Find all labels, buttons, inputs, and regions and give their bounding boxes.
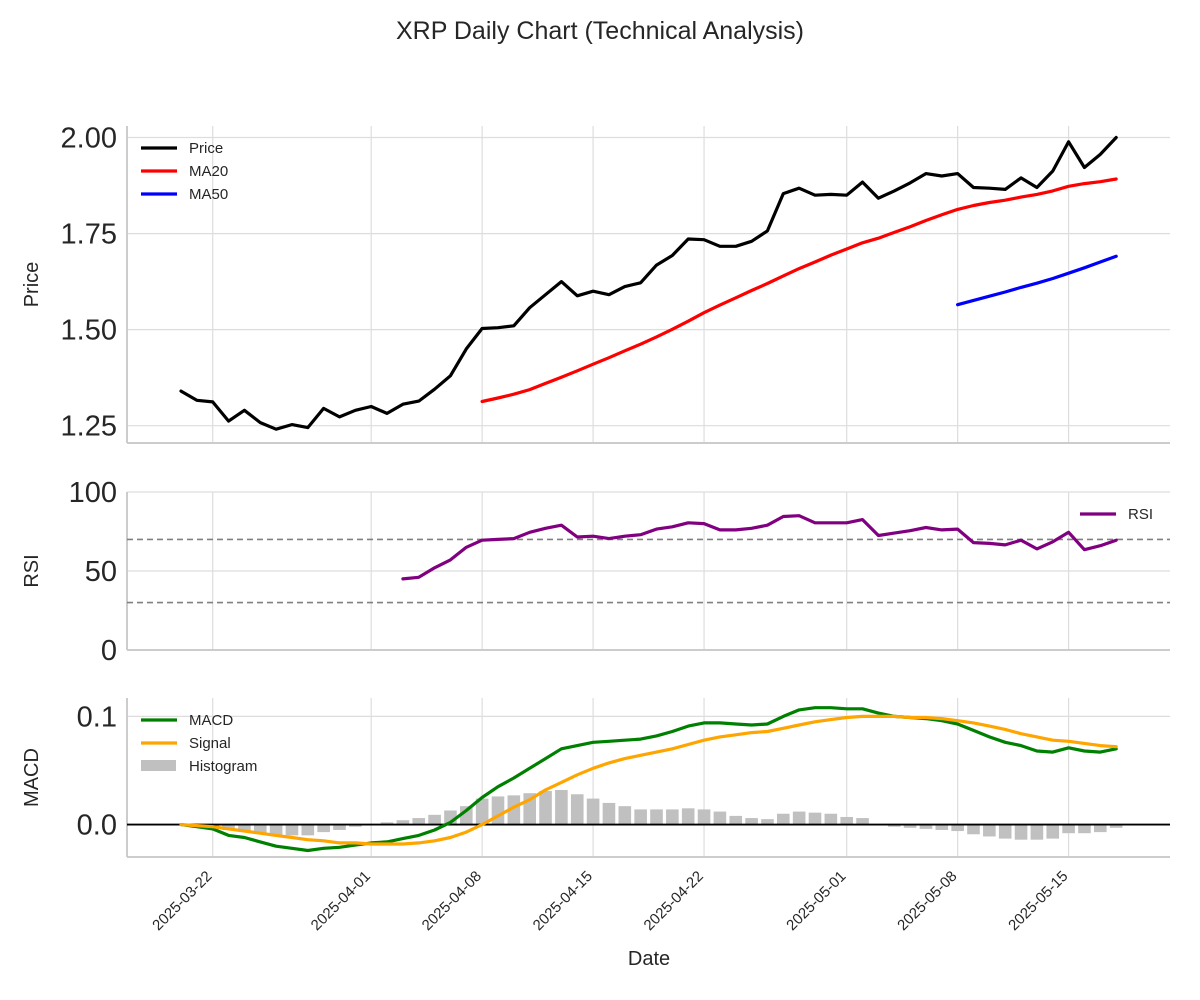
panel-rsi: 0 50 100 RSI RSI <box>21 477 1170 667</box>
legend-macd: MACD Signal Histogram <box>141 712 257 775</box>
histogram-bar <box>1094 824 1107 833</box>
y-tick-label: 1.25 <box>61 411 117 443</box>
panel-price: 1.25 1.50 1.75 2.00 Price Price MA20 MA50 <box>21 123 1170 444</box>
histogram-bar <box>666 809 679 825</box>
legend-rsi: RSI <box>1080 506 1153 523</box>
panel-macd: 0.0 0.1 MACD MACD Signal Histogram <box>21 698 1170 858</box>
histogram-bar <box>919 824 933 829</box>
histogram-bar <box>301 824 315 836</box>
legend-label: MA20 <box>189 163 228 180</box>
histogram-bar <box>983 824 996 837</box>
histogram-bar <box>333 824 346 830</box>
histogram-bar <box>840 816 853 825</box>
series-line-price <box>179 135 1118 431</box>
histogram-bar <box>1030 824 1044 840</box>
histogram-bar <box>713 811 727 825</box>
histogram-bar <box>681 808 695 825</box>
histogram-bar <box>650 809 663 825</box>
y-axis-label-macd: MACD <box>21 748 43 807</box>
histogram-bar <box>570 794 584 825</box>
histogram-bar <box>887 824 901 827</box>
histogram-bar <box>777 813 790 825</box>
series-line-signal <box>179 714 1118 846</box>
histogram-bar <box>253 824 267 834</box>
histogram-bar <box>396 820 410 825</box>
y-tick-label: 50 <box>85 556 117 588</box>
legend-label: Price <box>189 140 223 157</box>
histogram-bar <box>618 806 632 825</box>
histogram-bar <box>539 791 552 825</box>
y-tick-label: 0 <box>101 635 117 667</box>
histogram-bar <box>1078 824 1091 834</box>
y-axis-label-rsi: RSI <box>21 554 43 587</box>
histogram-bar <box>491 796 505 825</box>
histogram-bar <box>824 813 838 825</box>
histogram-bar <box>412 818 426 825</box>
histogram-bar <box>903 824 917 828</box>
series-line-macd <box>179 706 1118 853</box>
histogram-bar <box>745 818 758 825</box>
histogram-bar <box>697 809 711 825</box>
legend-swatch <box>141 760 176 771</box>
histogram-bar <box>586 798 600 825</box>
legend-label: MA50 <box>189 186 228 203</box>
legend-price: Price MA20 MA50 <box>141 140 228 203</box>
histogram-bar <box>1062 824 1075 834</box>
series-line-rsi <box>401 514 1118 581</box>
y-tick-label: 0.0 <box>77 810 117 842</box>
histogram-bar <box>792 811 806 825</box>
y-axis-label-price: Price <box>21 262 43 308</box>
histogram-bar <box>1109 824 1123 828</box>
histogram-bar <box>238 824 251 832</box>
histogram-bar <box>856 818 869 825</box>
y-tick-label: 100 <box>69 477 117 509</box>
histogram-bar <box>222 824 235 830</box>
histogram-bar <box>1014 824 1028 840</box>
histogram-bar <box>634 809 647 825</box>
y-tick-label: 1.50 <box>61 315 117 347</box>
histogram-bar <box>507 795 521 825</box>
histogram-bar <box>285 824 299 836</box>
histogram-bar <box>935 824 949 830</box>
histogram-bar <box>349 824 362 827</box>
histogram-bar <box>998 824 1012 839</box>
legend-label: Signal <box>189 735 231 752</box>
series-line-ma50 <box>956 254 1118 307</box>
histogram-bar <box>729 815 743 825</box>
y-tick-label: 2.00 <box>61 123 117 155</box>
histogram-bar <box>380 822 394 825</box>
histogram-bar <box>808 812 822 825</box>
series-line-ma20 <box>480 177 1118 404</box>
histogram-bar <box>269 824 283 836</box>
histogram-bar <box>761 819 774 825</box>
legend-label: RSI <box>1128 506 1153 523</box>
x-axis-label: Date <box>628 948 670 970</box>
y-tick-label: 0.1 <box>77 701 117 733</box>
legend-label: Histogram <box>189 758 257 775</box>
chart-title: XRP Daily Chart (Technical Analysis) <box>396 17 804 45</box>
legend-label: MACD <box>189 712 233 729</box>
histogram-bar <box>428 814 441 825</box>
histogram-bar <box>951 824 964 832</box>
histogram-bar <box>460 806 473 825</box>
histogram-bar <box>1046 824 1060 839</box>
histogram-bar <box>475 798 489 825</box>
histogram-bar <box>602 802 616 825</box>
y-tick-label: 1.75 <box>61 219 117 251</box>
histogram-bar <box>967 824 980 835</box>
histogram-bar <box>317 824 330 833</box>
histogram-bar <box>555 789 568 825</box>
